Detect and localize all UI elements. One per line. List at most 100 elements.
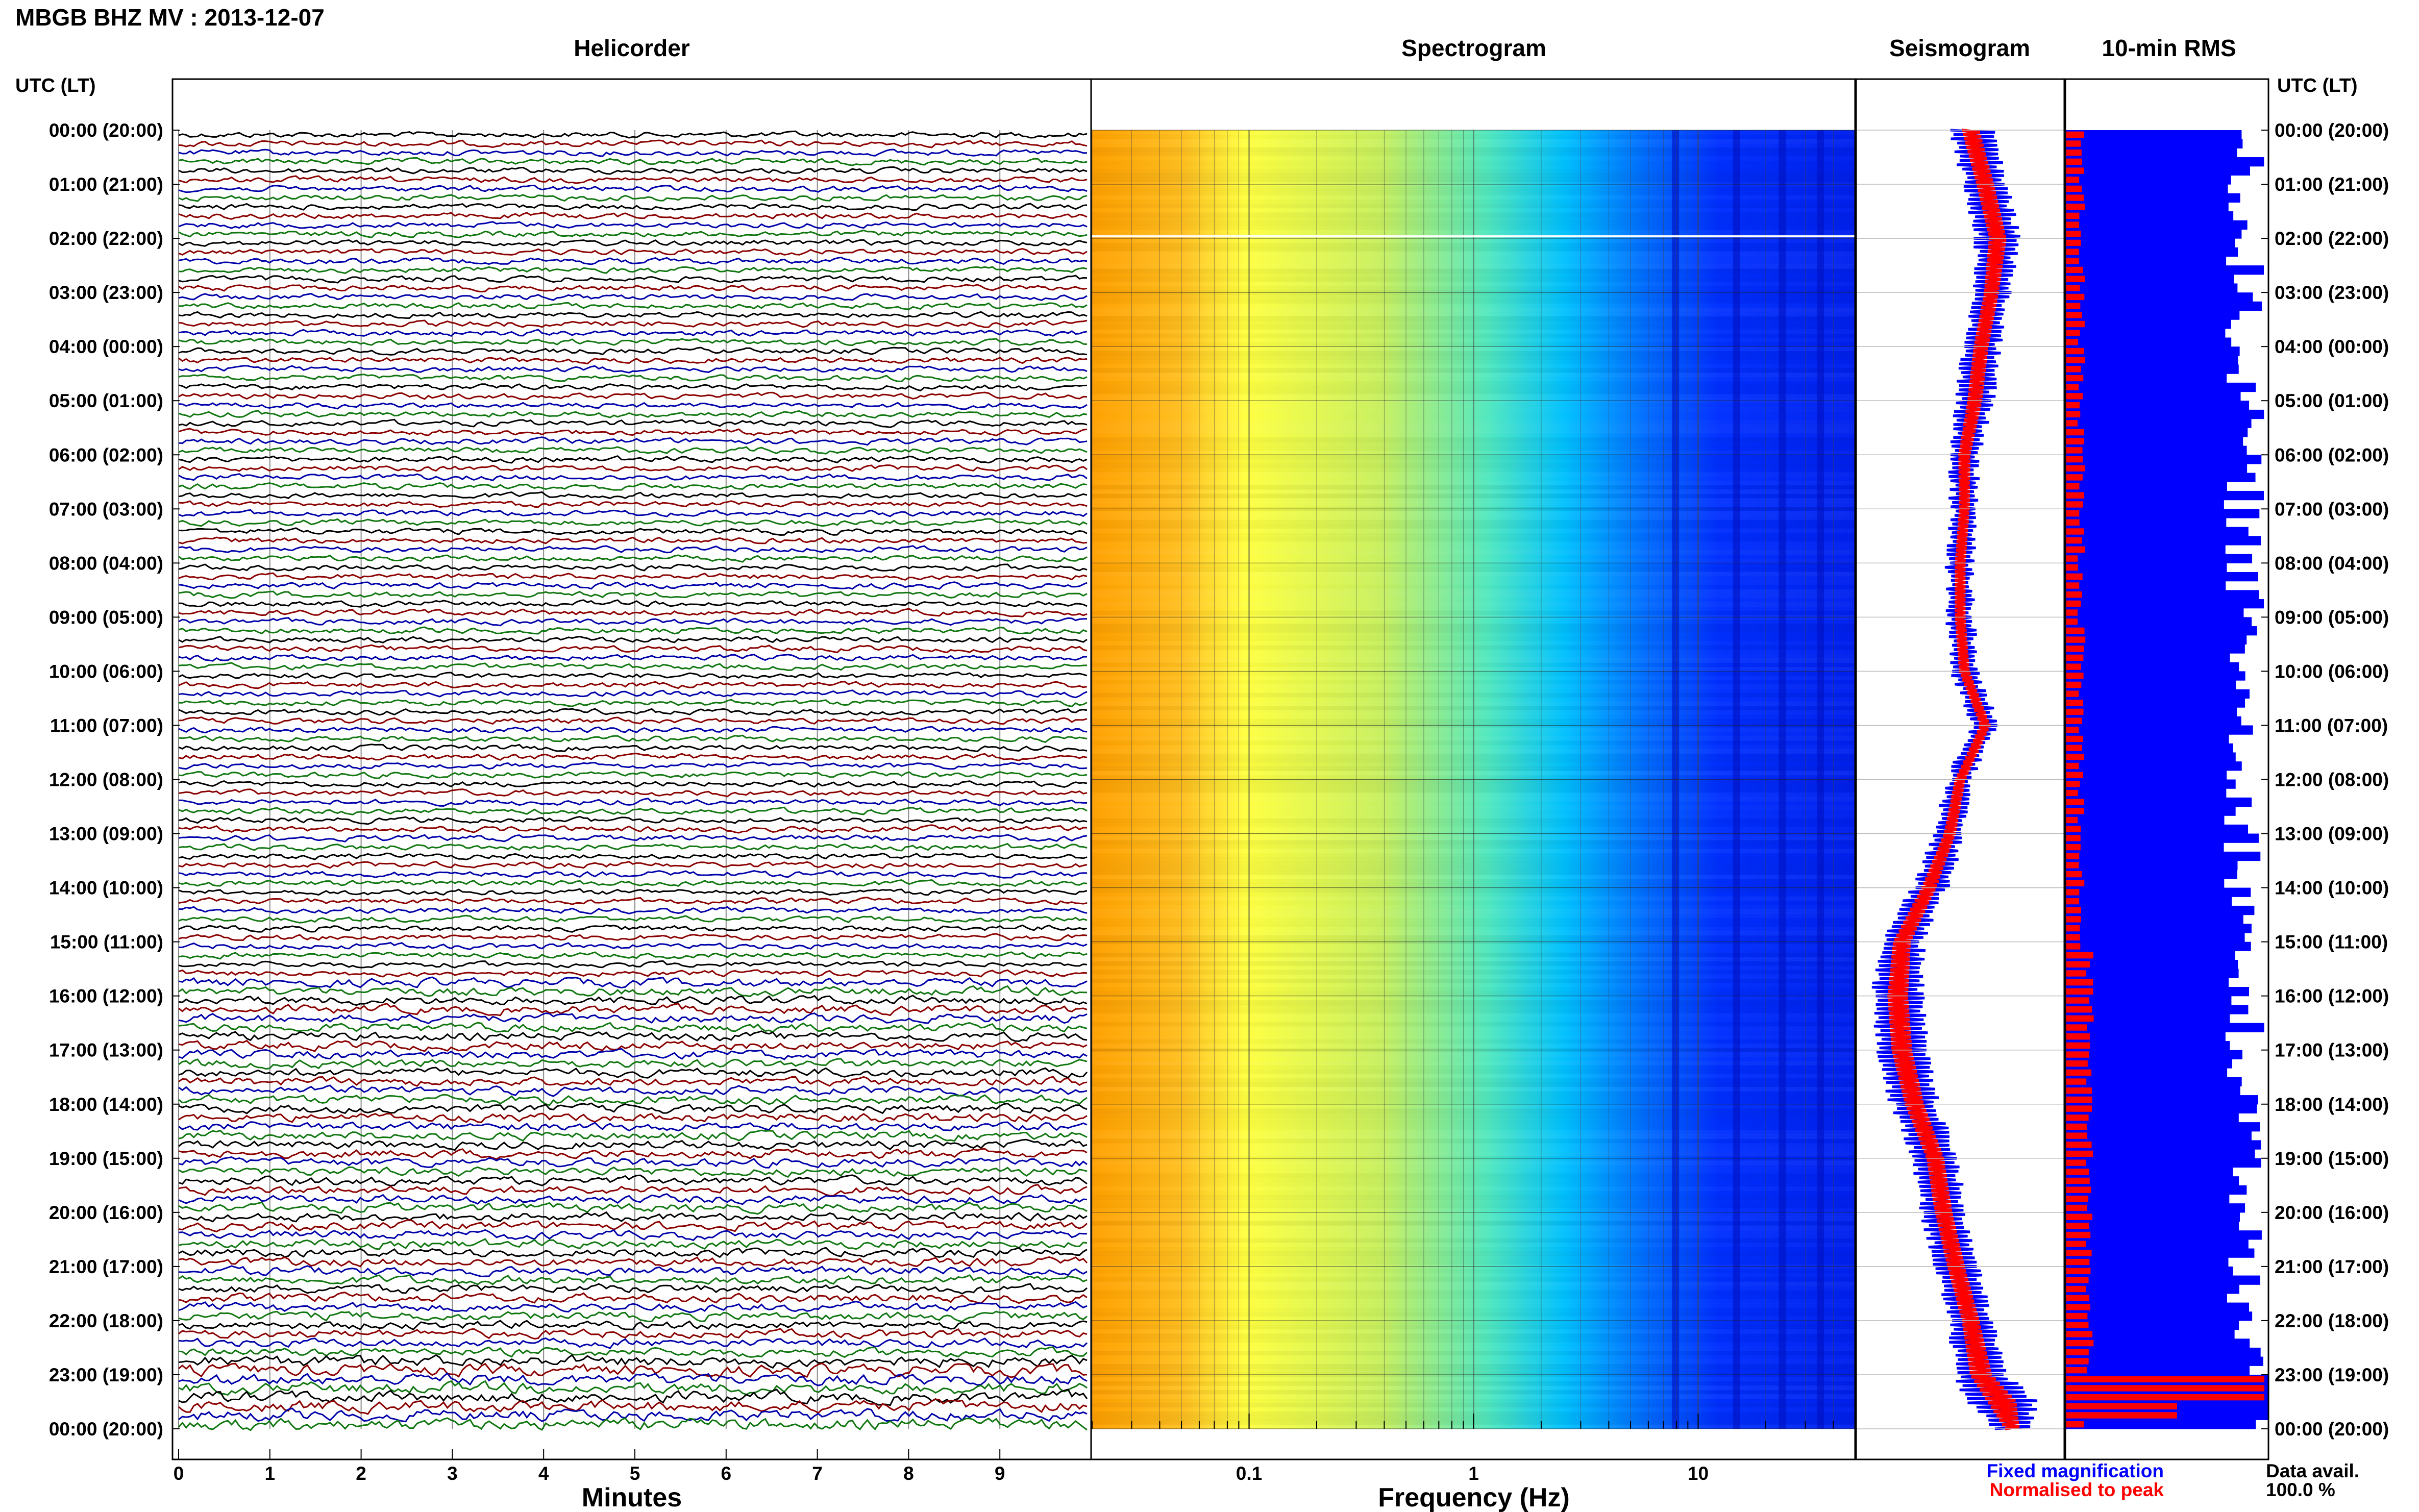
helicorder-trace (178, 1274, 1088, 1285)
helicorder-trace (178, 1121, 1088, 1132)
helicorder-trace (178, 824, 1088, 834)
rms-bar-normalised (2065, 312, 2082, 318)
helicorder-panel (178, 130, 1092, 1431)
helicorder-trace (178, 834, 1088, 842)
helicorder-trace (178, 1362, 1088, 1378)
minutes-tick-label: 9 (995, 1463, 1005, 1484)
rms-bar-normalised (2065, 708, 2084, 715)
rms-bar-fixed (2065, 914, 2243, 924)
rms-bar-normalised (2065, 889, 2080, 896)
rms-bar-fixed (2065, 139, 2243, 148)
helicorder-trace (178, 284, 1088, 293)
helicorder-trace (178, 1193, 1088, 1205)
rms-bar-normalised (2065, 339, 2078, 345)
rms-bar-fixed (2065, 1113, 2239, 1123)
rms-bar-fixed (2065, 1185, 2247, 1195)
rms-bar-fixed (2065, 1275, 2260, 1285)
rms-bar-normalised (2065, 465, 2085, 472)
rms-bar-normalised (2065, 1394, 2265, 1401)
helicorder-trace (178, 1238, 1088, 1250)
helicorder-trace (178, 194, 1088, 202)
rms-bar-fixed (2065, 978, 2229, 987)
time-tick-label-left: 21:00 (17:00) (49, 1256, 163, 1277)
rms-bar-fixed (2065, 130, 2242, 140)
rms-bar-normalised (2065, 285, 2080, 291)
helicorder-trace (178, 1337, 1088, 1349)
helicorder-trace (178, 1112, 1088, 1123)
time-tick-label-left: 00:00 (20:00) (49, 120, 163, 141)
helicorder-trace (178, 1398, 1088, 1415)
rms-bar-fixed (2065, 870, 2237, 879)
rms-bar-normalised (2065, 320, 2085, 328)
rms-bar-normalised (2065, 997, 2089, 1004)
time-tick-label-left: 09:00 (05:00) (49, 607, 163, 628)
helicorder-trace (178, 951, 1088, 960)
helicorder-trace (178, 1292, 1088, 1304)
rms-bar-normalised (2065, 754, 2084, 760)
rms-bar-fixed (2065, 1356, 2263, 1366)
rms-bar-normalised (2065, 1078, 2087, 1085)
helicorder-trace (178, 842, 1088, 852)
helicorder-trace (178, 473, 1088, 482)
rms-bar-normalised (2065, 204, 2085, 210)
time-tick-label-left: 13:00 (09:00) (49, 824, 163, 845)
rms-bar-normalised (2065, 411, 2081, 417)
helicorder-trace (178, 897, 1088, 905)
rms-bar-normalised (2065, 1403, 2177, 1410)
plot-border (171, 78, 2269, 1460)
helicorder-trace (178, 1039, 1088, 1052)
rms-bar-normalised (2065, 970, 2086, 977)
helicorder-trace (178, 1211, 1088, 1223)
rms-bar-normalised (2065, 375, 2084, 382)
rms-bar-normalised (2065, 925, 2080, 932)
rms-bar-fixed (2065, 445, 2247, 455)
rms-bar-normalised (2065, 293, 2085, 301)
rms-bar-normalised (2065, 1096, 2092, 1103)
helicorder-trace (178, 699, 1088, 708)
rms-bar-fixed (2065, 1248, 2255, 1258)
helicorder-trace (178, 491, 1088, 500)
legend-normalised-to-peak: Normalised to peak (1990, 1479, 2164, 1500)
rms-bar-normalised (2065, 131, 2084, 138)
helicorder-trace (178, 1247, 1088, 1258)
helicorder-trace (178, 581, 1088, 590)
helicorder-trace (178, 879, 1088, 887)
rms-bar-fixed (2065, 851, 2261, 861)
rms-bar-normalised (2065, 681, 2082, 688)
rms-bar-normalised (2065, 348, 2084, 355)
time-axis-left-label: UTC (LT) (15, 75, 96, 96)
rms-bar-normalised (2065, 1132, 2087, 1139)
helicorder-trace (178, 681, 1088, 689)
helicorder-trace (178, 148, 1088, 157)
helicorder-trace (178, 1346, 1088, 1358)
rms-bar-normalised (2065, 1268, 2091, 1274)
time-tick-label-left: 06:00 (02:00) (49, 444, 163, 465)
helicorder-trace (178, 1067, 1088, 1079)
rms-bar-fixed (2065, 1050, 2242, 1059)
rms-bar-normalised (2065, 1186, 2091, 1193)
rms-bar-fixed (2065, 1320, 2239, 1330)
rms-bar-normalised (2065, 1105, 2092, 1112)
rms-bar-fixed (2065, 752, 2236, 762)
rms-bar-fixed (2065, 1131, 2252, 1141)
rms-bar-normalised (2065, 934, 2080, 940)
rms-bar-fixed (2065, 175, 2231, 185)
helicorder-trace (178, 608, 1088, 617)
rms-bar-fixed (2065, 698, 2245, 708)
helicorder-trace (178, 464, 1088, 472)
helicorder-trace (178, 1022, 1088, 1033)
rms-bar-fixed (2065, 428, 2248, 437)
rms-bar-fixed (2065, 157, 2264, 167)
rms-bar-normalised (2065, 799, 2084, 805)
helicorder-trace (178, 1048, 1088, 1060)
rms-bar-normalised (2065, 880, 2085, 886)
helicorder-trace (178, 1129, 1088, 1142)
rms-bar-normalised (2065, 1376, 2265, 1382)
helicorder-trace (178, 806, 1088, 815)
rms-bar-normalised (2065, 1123, 2087, 1130)
rms-bar-fixed (2065, 166, 2250, 176)
helicorder-trace (178, 418, 1088, 428)
helicorder-trace (178, 1380, 1088, 1396)
rms-bar-fixed (2065, 932, 2245, 943)
rms-bar-normalised (2065, 745, 2082, 751)
